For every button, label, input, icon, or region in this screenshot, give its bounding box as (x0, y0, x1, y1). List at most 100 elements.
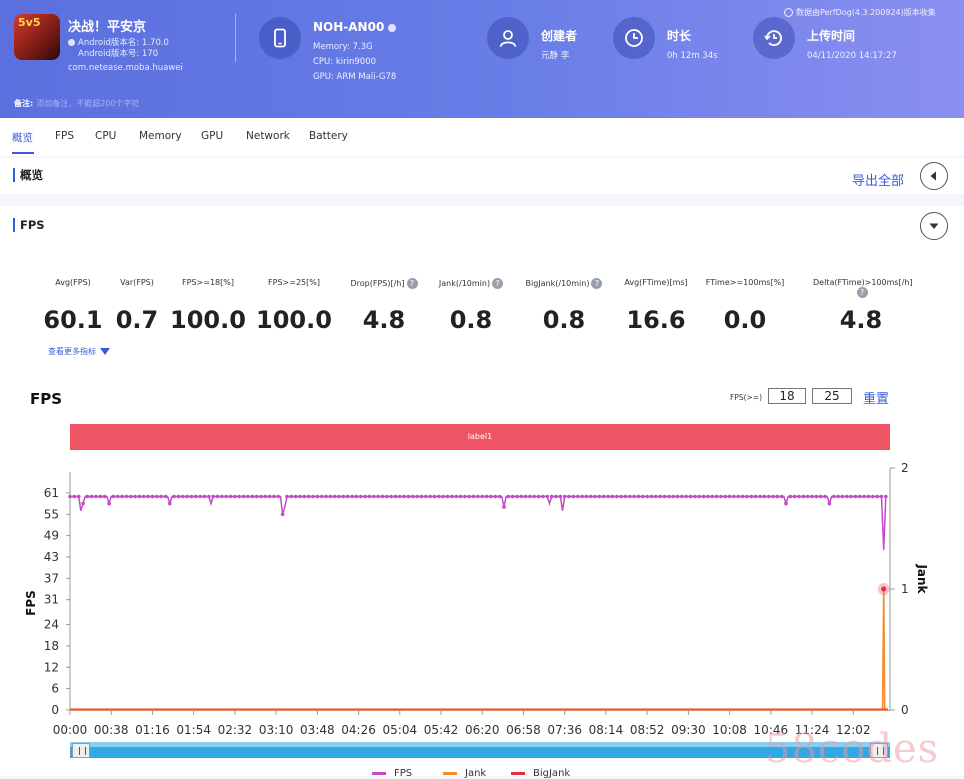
history-icon (753, 17, 795, 59)
tab-gpu[interactable]: GPU (201, 130, 224, 142)
device-memory: Memory: 7.3G (313, 42, 373, 52)
range-handle-right[interactable] (870, 743, 888, 758)
threshold-input-1[interactable] (768, 388, 806, 404)
fps-point (372, 494, 376, 499)
fps-point (129, 494, 133, 499)
fps-point (458, 494, 463, 499)
metric-value: 0.7 (115, 306, 159, 334)
fps-point (706, 494, 710, 499)
fps-point (541, 494, 545, 499)
game-title: 决战！平安京 (68, 20, 147, 35)
fps-point (207, 494, 211, 499)
fps-point (580, 494, 584, 499)
fps-point (732, 494, 736, 499)
y-tick-label: 43 (44, 550, 59, 564)
fps-point (523, 494, 528, 499)
fps-point (818, 494, 823, 499)
fps-point (610, 494, 615, 499)
fps-point (98, 494, 103, 499)
fps-point (168, 501, 172, 506)
fps-point (311, 494, 315, 499)
help-icon[interactable]: ? (492, 278, 504, 289)
fps-point (120, 494, 124, 499)
x-tick-label: 03:10 (259, 723, 294, 737)
y-axis-title: FPS (24, 590, 38, 616)
tab-battery[interactable]: Battery (309, 130, 348, 142)
android-version-code: Android版本号: 170 (78, 49, 159, 59)
fps-point (146, 494, 150, 499)
fps-point (445, 494, 450, 499)
fps-point (675, 494, 680, 499)
duration-title: 时长 (667, 29, 692, 43)
help-icon[interactable]: ? (406, 278, 418, 289)
fps-point (354, 494, 359, 499)
fps-point (376, 494, 380, 499)
fps-point (76, 494, 81, 499)
legend-bigjank[interactable]: BigJank (511, 768, 570, 779)
fps-point (632, 494, 636, 499)
metric-value: 4.8 (839, 306, 883, 334)
info-icon[interactable] (388, 23, 397, 32)
metric-label: Avg(FTime)[ms] (624, 278, 688, 287)
fps-point (107, 501, 111, 506)
legend-fps[interactable]: FPS (372, 768, 412, 779)
x-tick-label: 04:26 (341, 723, 376, 737)
fps-panel-toggle[interactable] (920, 212, 948, 240)
fps-point (476, 494, 480, 499)
fps-point (584, 494, 589, 499)
tab-memory[interactable]: Memory (139, 130, 182, 142)
metric-value: 4.8 (362, 306, 406, 334)
fps-point (788, 494, 793, 499)
reset-button[interactable]: 重置 (863, 392, 890, 407)
fps-point (345, 494, 350, 499)
fps-point (428, 494, 433, 499)
fps-point (727, 494, 732, 499)
fps-point (693, 494, 697, 499)
jank-point (881, 586, 887, 592)
fps-point (406, 494, 411, 499)
tab-overview[interactable]: 概览 (12, 132, 33, 144)
fps-point (259, 494, 263, 499)
fps-point (402, 494, 406, 499)
fps-point (424, 494, 428, 499)
fps-point (762, 494, 767, 499)
help-icon[interactable]: ? (856, 287, 868, 298)
more-metrics-link[interactable]: 查看更多指标 (48, 346, 110, 357)
tab-network[interactable]: Network (246, 130, 290, 142)
fps-point (315, 494, 320, 499)
fps-point (237, 494, 241, 499)
overview-title: 概览 (13, 168, 43, 182)
fps-point (662, 494, 667, 499)
fps-point (528, 494, 532, 499)
fps-point (749, 494, 754, 499)
label-band[interactable]: label1 (70, 424, 890, 450)
fps-point (102, 494, 107, 499)
time-range-slider[interactable] (70, 742, 890, 758)
fps-point (415, 494, 420, 499)
fps-point (879, 494, 884, 499)
fps-point (714, 494, 719, 499)
x-tick-label: 11:24 (795, 723, 830, 737)
fps-point (745, 494, 749, 499)
tab-cpu[interactable]: CPU (95, 130, 117, 142)
range-handle-left[interactable] (72, 743, 90, 758)
fps-point (480, 494, 485, 499)
fps-point (840, 494, 845, 499)
help-icon[interactable]: ? (591, 278, 603, 289)
collapse-button[interactable] (920, 162, 948, 190)
upload-time-value: 04/11/2020 14:17:27 (807, 51, 897, 61)
tab-fps[interactable]: FPS (55, 130, 75, 142)
fps-point (298, 494, 302, 499)
x-tick-label: 02:32 (218, 723, 253, 737)
threshold-input-2[interactable] (812, 388, 852, 404)
fps-point (571, 494, 576, 499)
y-tick-label: 55 (44, 507, 59, 521)
remark-field[interactable]: 备注: 添加备注，不能超200个字符 (14, 98, 139, 109)
y-tick-label: 18 (44, 639, 59, 653)
fps-point (341, 494, 346, 499)
legend-jank[interactable]: Jank (443, 768, 486, 779)
fps-point (684, 494, 688, 499)
export-all-button[interactable]: 导出全部 (852, 174, 905, 189)
fps-point (332, 494, 337, 499)
